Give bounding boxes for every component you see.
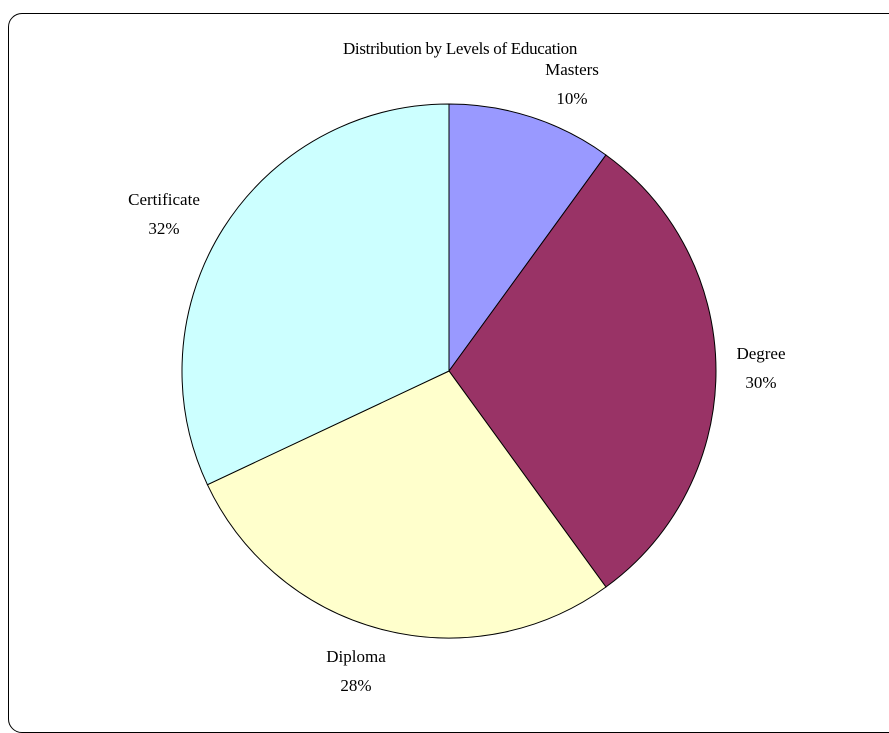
slice-labels: Masters 10% Degree 30% Diploma 28% Certificate…	[128, 60, 785, 695]
slice-value-diploma: 28%	[340, 676, 371, 695]
pie-slices	[181, 103, 717, 639]
pie-slice-masters	[448, 103, 607, 373]
slice-label-masters: Masters	[545, 60, 599, 79]
slice-value-masters: 10%	[556, 89, 587, 108]
slice-value-certificate: 32%	[148, 219, 179, 238]
slice-value-degree: 30%	[745, 373, 776, 392]
pie-slice-diploma	[206, 370, 607, 639]
pie-slice-certificate	[181, 103, 450, 486]
slice-label-diploma: Diploma	[326, 647, 386, 666]
slice-label-certificate: Certificate	[128, 190, 200, 209]
chart-title: Distribution by Levels of Education	[343, 39, 578, 58]
pie-chart: Distribution by Levels of Education Mast…	[128, 39, 785, 695]
slice-label-degree: Degree	[736, 344, 785, 363]
pie-slice-degree	[448, 154, 717, 588]
